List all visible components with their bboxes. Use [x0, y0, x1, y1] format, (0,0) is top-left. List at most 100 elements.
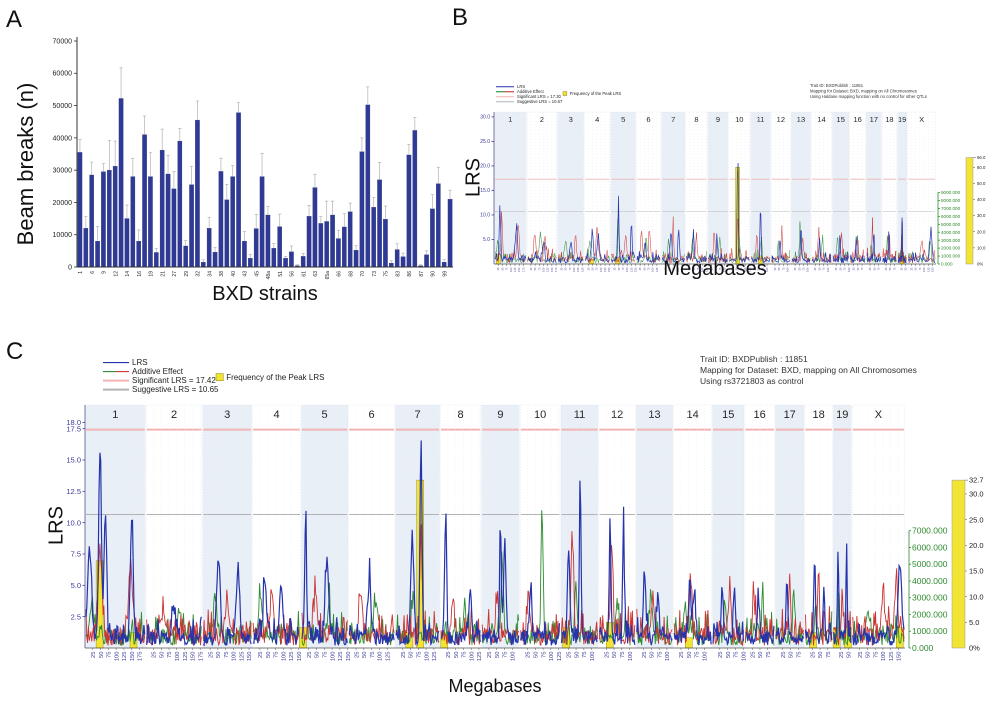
svg-text:50: 50 — [692, 267, 696, 270]
svg-text:125: 125 — [889, 652, 895, 662]
svg-text:9: 9 — [102, 271, 108, 274]
svg-text:25: 25 — [663, 267, 667, 270]
svg-text:20.0: 20.0 — [969, 541, 984, 550]
svg-text:50: 50 — [726, 652, 732, 658]
svg-text:13: 13 — [648, 409, 660, 421]
svg-text:75: 75 — [766, 652, 772, 658]
svg-text:25: 25 — [487, 652, 493, 658]
svg-text:25: 25 — [496, 267, 500, 270]
svg-text:50: 50 — [500, 267, 504, 270]
svg-text:25: 25 — [781, 652, 787, 658]
svg-text:8000.000: 8000.000 — [941, 198, 961, 203]
svg-text:20.0: 20.0 — [977, 229, 986, 234]
svg-text:50: 50 — [888, 267, 892, 270]
svg-text:175: 175 — [521, 267, 525, 272]
svg-text:15.0: 15.0 — [969, 567, 984, 576]
svg-text:100: 100 — [702, 652, 708, 662]
svg-text:125: 125 — [704, 267, 708, 272]
svg-text:2.5: 2.5 — [71, 612, 81, 621]
svg-text:68: 68 — [348, 271, 354, 277]
svg-text:5000.000: 5000.000 — [912, 559, 948, 569]
svg-text:Mapping for Dataset: BXD, mapp: Mapping for Dataset: BXD, mapping on All… — [700, 365, 917, 375]
svg-text:100: 100 — [826, 267, 830, 272]
svg-text:100: 100 — [847, 267, 851, 272]
svg-text:125: 125 — [926, 267, 930, 272]
svg-text:25: 25 — [446, 652, 452, 658]
svg-text:75: 75 — [918, 267, 922, 270]
svg-text:40: 40 — [231, 271, 237, 277]
svg-text:75: 75 — [801, 267, 805, 270]
svg-text:25: 25 — [773, 267, 777, 270]
svg-text:66: 66 — [337, 271, 343, 277]
svg-text:19: 19 — [836, 409, 848, 421]
svg-text:13: 13 — [797, 115, 805, 124]
svg-text:99: 99 — [442, 271, 448, 277]
svg-text:25: 25 — [208, 652, 214, 658]
svg-text:75: 75 — [370, 652, 376, 658]
svg-text:LRS: LRS — [132, 358, 148, 367]
svg-text:0%: 0% — [977, 262, 983, 267]
svg-text:100: 100 — [625, 267, 629, 272]
svg-text:25: 25 — [586, 267, 590, 270]
svg-text:Frequency of the Peak LRS: Frequency of the Peak LRS — [226, 373, 324, 382]
svg-text:50: 50 — [495, 652, 501, 658]
svg-text:Significant LRS = 17.42: Significant LRS = 17.42 — [132, 376, 216, 385]
svg-text:25: 25 — [884, 267, 888, 270]
svg-text:15.0: 15.0 — [480, 188, 490, 194]
svg-text:11: 11 — [757, 115, 765, 124]
svg-text:X: X — [919, 115, 924, 124]
svg-text:7.5: 7.5 — [71, 550, 81, 559]
svg-text:75: 75 — [224, 652, 230, 658]
svg-text:51: 51 — [278, 271, 284, 277]
svg-text:14: 14 — [817, 115, 825, 124]
svg-text:50: 50 — [818, 652, 824, 658]
svg-text:125: 125 — [432, 652, 438, 662]
svg-text:50: 50 — [409, 652, 415, 658]
svg-text:125: 125 — [477, 652, 483, 662]
svg-text:50: 50 — [758, 652, 764, 658]
svg-text:5: 5 — [322, 409, 328, 421]
svg-text:100: 100 — [743, 267, 747, 272]
svg-text:4: 4 — [273, 409, 279, 421]
svg-text:3: 3 — [224, 409, 230, 421]
svg-text:Significant LRS = 17.30: Significant LRS = 17.30 — [517, 94, 562, 99]
svg-text:75: 75 — [503, 652, 509, 658]
svg-text:6000.000: 6000.000 — [941, 214, 961, 219]
svg-text:100: 100 — [509, 267, 513, 272]
svg-text:75: 75 — [843, 267, 847, 270]
svg-text:100: 100 — [175, 652, 181, 662]
svg-text:100: 100 — [114, 652, 120, 662]
svg-text:125: 125 — [546, 267, 550, 272]
svg-text:50: 50 — [872, 267, 876, 270]
svg-text:7000.000: 7000.000 — [941, 206, 961, 211]
svg-text:LRS: LRS — [517, 84, 525, 89]
svg-text:X: X — [875, 409, 883, 421]
svg-text:0: 0 — [68, 264, 72, 271]
svg-text:75: 75 — [822, 267, 826, 270]
svg-text:25: 25 — [529, 267, 533, 270]
svg-text:5000.000: 5000.000 — [941, 222, 961, 227]
svg-text:48a: 48a — [266, 271, 272, 280]
svg-text:73: 73 — [372, 271, 378, 277]
svg-text:125: 125 — [239, 652, 245, 662]
svg-text:50: 50 — [454, 652, 460, 658]
svg-text:100: 100 — [541, 267, 545, 272]
svg-text:1: 1 — [112, 409, 118, 421]
svg-text:75: 75 — [781, 267, 785, 270]
svg-text:25: 25 — [258, 652, 264, 658]
svg-text:40000: 40000 — [53, 135, 73, 142]
svg-text:8: 8 — [458, 409, 464, 421]
svg-text:150: 150 — [517, 267, 521, 272]
svg-text:50: 50 — [315, 652, 321, 658]
svg-text:20000: 20000 — [53, 200, 73, 207]
svg-text:100: 100 — [424, 652, 430, 662]
svg-text:50: 50 — [735, 267, 739, 270]
svg-text:86: 86 — [407, 271, 413, 277]
svg-text:50: 50 — [817, 267, 821, 270]
svg-text:50: 50 — [534, 652, 540, 658]
svg-text:100: 100 — [549, 652, 555, 662]
svg-text:10: 10 — [735, 115, 743, 124]
svg-text:10.0: 10.0 — [977, 245, 986, 250]
svg-text:50: 50 — [847, 652, 853, 658]
